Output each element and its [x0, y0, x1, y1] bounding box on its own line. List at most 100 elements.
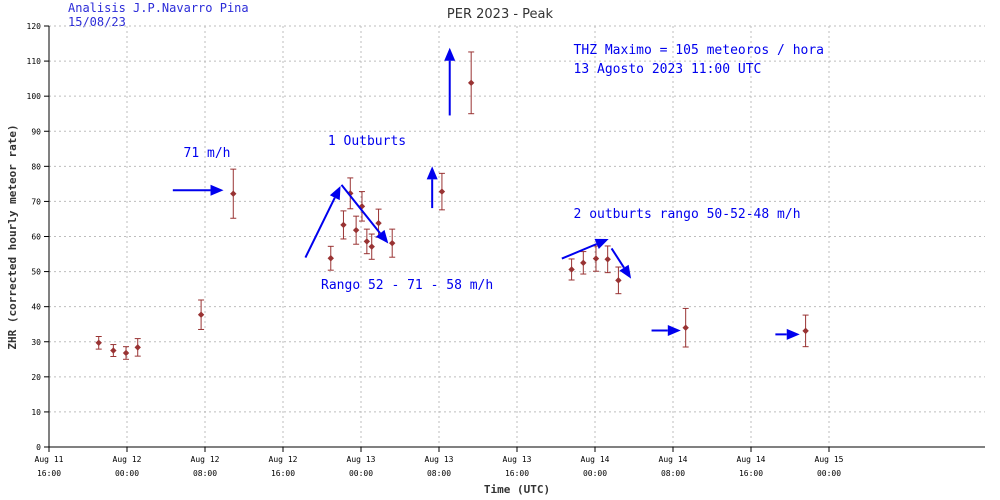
annotation-arrow [561, 238, 609, 260]
x-tick-time: 08:00 [661, 469, 685, 478]
arrow-head [329, 185, 341, 201]
point-marker [375, 219, 382, 227]
x-tick-date: Aug 12 [113, 455, 142, 464]
data-point [368, 233, 375, 260]
data-point [122, 346, 130, 360]
point-marker [110, 347, 117, 354]
point-marker [580, 259, 587, 267]
point-marker [95, 339, 102, 347]
annotation-arrow [444, 47, 456, 116]
x-tick-time: 08:00 [193, 469, 217, 478]
point-marker [363, 238, 371, 245]
y-axis-label: ZHR (corrected hourly meteor rate) [6, 124, 19, 349]
data-point [580, 251, 587, 275]
author-line: Analisis J.P.Navarro Pina [68, 1, 249, 15]
point-marker [197, 311, 205, 318]
annotation-arrows [172, 47, 800, 340]
x-tick-date: Aug 14 [737, 455, 766, 464]
y-tick-label: 0 [36, 443, 41, 452]
y-tick-label: 60 [31, 233, 41, 242]
x-tick-time: 00:00 [115, 469, 139, 478]
point-marker [592, 255, 600, 262]
y-tick-label: 40 [31, 303, 41, 312]
ann-max-date: 13 Agosto 2023 11:00 UTC [574, 62, 762, 77]
point-marker [340, 221, 347, 229]
data-point [467, 51, 475, 115]
data-point [604, 245, 611, 274]
x-tick-time: 00:00 [583, 469, 607, 478]
data-point [134, 338, 141, 357]
data-point [327, 245, 334, 271]
x-tick-date: Aug 11 [35, 455, 64, 464]
x-tick-labels: Aug 11 16:00 Aug 12 00:00 Aug 12 08:00 Aug 12 1… [35, 455, 844, 478]
point-marker [615, 277, 622, 284]
ann-max: THZ Maximo = 105 meteoros / hora [574, 43, 824, 58]
x-axis-label: Time (UTC) [484, 483, 550, 496]
x-tick-time: 16:00 [271, 469, 295, 478]
annotation-arrow [172, 184, 224, 196]
data-point [340, 210, 347, 240]
data-point [802, 314, 809, 348]
y-tick-label: 20 [31, 373, 41, 382]
annotation-arrow [651, 325, 681, 337]
y-tick-label: 10 [31, 408, 41, 417]
data-point [615, 266, 622, 295]
point-marker [389, 239, 396, 247]
x-tick-date: Aug 14 [581, 455, 610, 464]
arrow-head [667, 325, 681, 337]
data-point [230, 168, 237, 219]
point-marker [327, 255, 334, 262]
y-tick-label: 120 [27, 22, 42, 31]
y-tick-label: 70 [31, 197, 41, 206]
y-tick-label: 110 [27, 57, 42, 66]
data-point [110, 344, 117, 357]
arrow-shaft [610, 247, 625, 269]
ann-rango: Rango 52 - 71 - 58 m/h [321, 278, 493, 293]
annotation-arrow [426, 166, 438, 209]
annotation-arrow [340, 184, 389, 244]
date-line: 15/08/23 [68, 15, 126, 29]
data-point [352, 215, 360, 245]
x-tick-date: Aug 13 [347, 455, 376, 464]
x-tick-time: 16:00 [37, 469, 61, 478]
point-marker [438, 188, 446, 195]
point-marker [467, 79, 475, 87]
x-tick-date: Aug 15 [815, 455, 844, 464]
y-tick-label: 90 [31, 127, 41, 136]
point-marker [368, 243, 375, 250]
x-tick-date: Aug 12 [191, 455, 220, 464]
ann-1-outburst: 1 Outburts [328, 134, 406, 149]
data-point [568, 258, 575, 281]
arrow-shaft [561, 243, 598, 260]
y-tick-label: 30 [31, 338, 41, 347]
x-tick-time: 00:00 [817, 469, 841, 478]
arrow-shaft [304, 197, 336, 258]
arrow-head [594, 238, 609, 250]
annotation-arrow [304, 185, 341, 258]
point-marker [134, 344, 141, 351]
point-marker [352, 226, 360, 234]
arrow-head [210, 184, 224, 196]
arrow-head [426, 166, 438, 180]
ann-71: 71 m/h [184, 146, 231, 161]
annotations: THZ Maximo = 105 meteoros / hora 13 Agost… [184, 43, 824, 293]
chart-title: PER 2023 - Peak [447, 7, 554, 22]
arrow-head [786, 328, 800, 340]
x-tick-time: 16:00 [739, 469, 763, 478]
x-tick-date: Aug 14 [659, 455, 688, 464]
axes [44, 25, 985, 452]
data-point [95, 335, 102, 350]
x-tick-date: Aug 13 [503, 455, 532, 464]
data-point [389, 228, 396, 258]
x-tick-date: Aug 12 [269, 455, 298, 464]
arrow-head [375, 229, 389, 244]
x-tick-time: 16:00 [505, 469, 529, 478]
y-tick-label: 50 [31, 268, 41, 277]
point-marker [568, 266, 575, 273]
grid [49, 25, 985, 447]
point-marker [230, 190, 237, 197]
arrow-head [444, 47, 456, 61]
x-tick-time: 08:00 [427, 469, 451, 478]
y-tick-labels: 0 10 20 30 40 50 60 70 80 90 100 110 120 [27, 22, 42, 452]
